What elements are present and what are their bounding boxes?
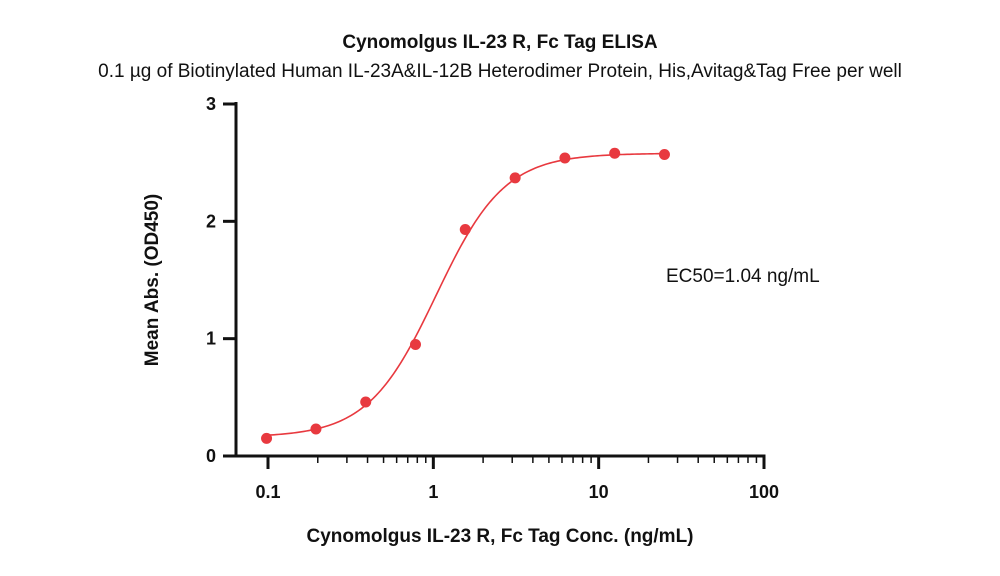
chart-subtitle: 0.1 µg of Biotinylated Human IL-23A&IL-1… bbox=[98, 61, 902, 82]
x-axis: 0.1 1 10 100 bbox=[234, 454, 779, 502]
x-tick-label: 10 bbox=[589, 482, 609, 502]
x-tick-label: 0.1 bbox=[255, 482, 280, 502]
chart-title: Cynomolgus IL-23 R, Fc Tag ELISA bbox=[342, 32, 658, 53]
data-point bbox=[658, 148, 670, 160]
y-tick-label: 2 bbox=[206, 211, 216, 231]
y-axis: 0 1 2 3 bbox=[206, 94, 238, 466]
data-point bbox=[609, 147, 621, 159]
data-point bbox=[261, 432, 273, 444]
data-point bbox=[310, 423, 322, 435]
data-point bbox=[559, 152, 571, 164]
fit-curve bbox=[266, 152, 665, 437]
y-tick-label: 3 bbox=[206, 94, 216, 114]
y-tick-label: 1 bbox=[206, 329, 216, 349]
x-tick-label: 100 bbox=[749, 482, 779, 502]
y-axis-label: Mean Abs. (OD450) bbox=[142, 194, 163, 366]
data-point bbox=[360, 396, 372, 408]
data-point bbox=[409, 339, 421, 351]
x-axis-label: Cynomolgus IL-23 R, Fc Tag Conc. (ng/mL) bbox=[306, 526, 693, 547]
ec50-annotation: EC50=1.04 ng/mL bbox=[666, 266, 820, 287]
y-tick-label: 0 bbox=[206, 446, 216, 466]
x-tick-label: 1 bbox=[428, 482, 438, 502]
plot-area bbox=[261, 147, 670, 444]
data-point bbox=[509, 172, 521, 184]
data-point bbox=[459, 224, 471, 236]
